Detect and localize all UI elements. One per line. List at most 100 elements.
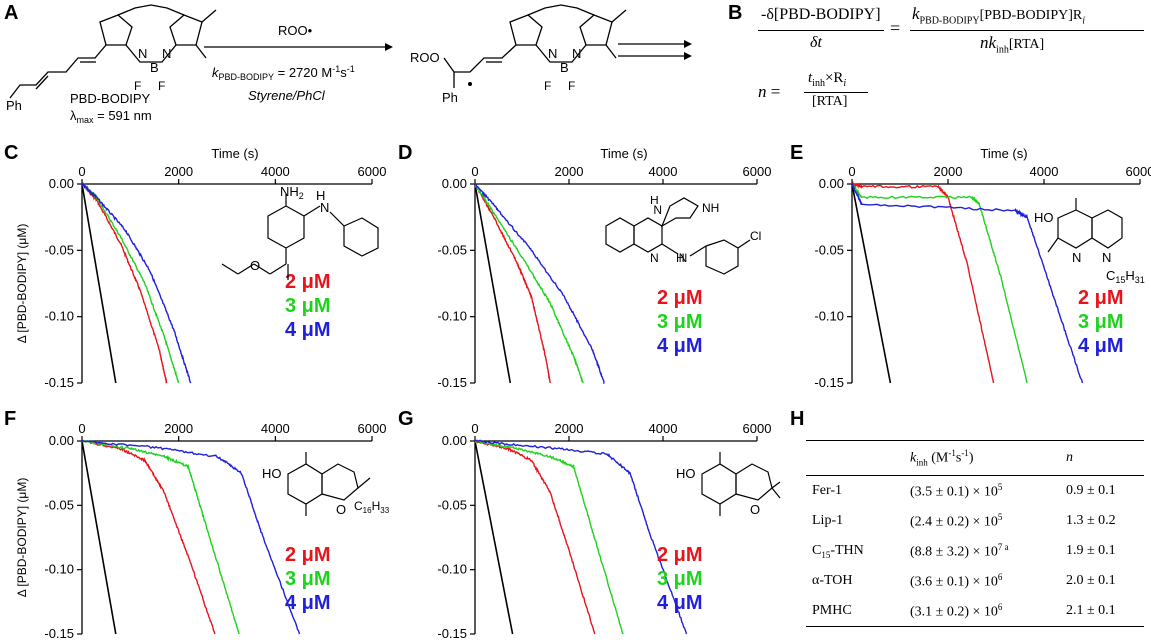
series-line-3M — [81, 439, 240, 635]
concentration-label: 4 μM — [657, 592, 703, 614]
kinh-cell: (3.5 ± 0.1) × 105 — [910, 481, 1003, 500]
y-tick-label: -0.15 — [437, 375, 467, 390]
y-tick-label: -0.10 — [814, 309, 844, 324]
compound-name-cell: Fer-1 — [812, 483, 843, 498]
ho-label: HO — [676, 466, 696, 481]
x-tick-label: 4000 — [649, 421, 678, 436]
series-line-3M — [81, 182, 180, 384]
y-tick-label: -0.05 — [44, 242, 74, 257]
series-line-3M — [474, 439, 624, 635]
n-label: N — [320, 200, 329, 215]
y-tick-label: -0.10 — [437, 562, 467, 577]
phenyl-label: Ph — [6, 98, 22, 113]
y-tick-label: -0.15 — [44, 375, 74, 390]
panel-label-b: B — [728, 2, 743, 24]
x-tick-label: 6000 — [743, 164, 772, 179]
x-tick-label: 6000 — [1126, 164, 1151, 179]
y-tick-label: 0.00 — [442, 176, 467, 191]
concentration-label: 4 μM — [285, 319, 331, 341]
x-tick-label: 4000 — [1030, 164, 1059, 179]
concentration-label: 2 μM — [285, 544, 331, 566]
o-label: O — [250, 258, 260, 273]
y-tick-label: 0.00 — [819, 176, 844, 191]
atom-n-left-product: N — [548, 46, 557, 61]
concentration-label: 2 μM — [657, 544, 703, 566]
x-tick-label: 0 — [471, 421, 478, 436]
atom-b: B — [150, 60, 159, 75]
y-tick-label: -0.05 — [437, 242, 467, 257]
kinh-cell: (3.1 ± 0.2) × 106 — [904, 596, 1060, 627]
reagent-label: ROO• — [278, 23, 313, 38]
atom-n-left: N — [138, 46, 147, 61]
atom-f-left: F — [134, 79, 141, 93]
o-label: O — [336, 502, 346, 517]
table-row: Lip-1 (2.4 ± 0.2) × 105 1.3 ± 0.2 — [806, 506, 1144, 536]
col-n-header: n — [1060, 440, 1144, 476]
y-tick-label: -0.10 — [44, 562, 74, 577]
chart-panel-f: 0 2000 4000 6000 0.00 -0.05 -0.10 -0.15 Δ [PBD-B… — [15, 421, 386, 641]
atom-n-right: N — [162, 46, 171, 61]
x-tick-label: 2000 — [164, 164, 193, 179]
panel-label-h: H — [790, 408, 805, 430]
chart-panel-g: 0 2000 4000 6000 0.00 -0.05 -0.10 -0.15 2 μM3 μM… — [437, 421, 771, 641]
x-tick-label: 2000 — [934, 164, 963, 179]
atom-f-right-product: F — [568, 79, 575, 93]
inhibition-table: kinh (M-1s-1) n Fer-1 (3.5 ± 0.1) × 105 0.… — [806, 440, 1144, 627]
lambda-max: λmax = 591 nm — [70, 108, 152, 125]
cl-label: Cl — [750, 229, 761, 243]
col-kinh-header: kinh (M-1s-1) — [904, 440, 1060, 476]
n-cell: 2.0 ± 0.1 — [1066, 573, 1116, 588]
series-line-control — [81, 440, 117, 635]
rate-constant: kPBD-BODIPY = 2720 M-1s-1 — [212, 64, 355, 82]
concentration-label: 2 μM — [285, 271, 331, 293]
series-line-control — [474, 183, 512, 384]
panel-label-c: C — [4, 142, 19, 164]
x-tick-label: 0 — [848, 164, 855, 179]
series-line-4M — [474, 182, 605, 385]
panel-label-e: E — [790, 142, 804, 164]
nh-top-label: NH — [650, 196, 662, 217]
eq1-rhs-numerator: kPBD-BODIPY[PBD-BODIPY]Ri — [912, 4, 1086, 27]
series-line-4M — [81, 181, 192, 384]
y-tick-label: -0.15 — [814, 375, 844, 390]
nh-piperidine-label: NH — [702, 201, 719, 215]
x-axis-label: Time (s) — [211, 146, 258, 161]
table-row: α-TOH (3.6 ± 0.1) × 106 2.0 ± 0.1 — [806, 566, 1144, 596]
concentration-label: 3 μM — [285, 568, 331, 590]
arrow-head — [385, 43, 393, 51]
n-alkyl-label: N — [1102, 250, 1111, 265]
x-axis-label: Time (s) — [600, 146, 647, 161]
roo-label: ROO — [410, 50, 440, 65]
concentration-label: 3 μM — [285, 295, 331, 317]
panel-label-g: G — [398, 408, 414, 430]
x-tick-label: 0 — [78, 164, 85, 179]
pbd-bodipy-structure — [9, 4, 217, 99]
n-cell: 1.9 ± 0.1 — [1066, 543, 1116, 558]
y-axis-label: Δ [PBD-BODIPY] (μM) — [15, 478, 29, 598]
series-line-control — [851, 183, 892, 384]
panel-label-d: D — [398, 142, 413, 164]
series-line-control — [474, 440, 514, 635]
kinh-cell: (3.6 ± 0.1) × 106 — [910, 571, 1003, 590]
x-tick-label: 2000 — [555, 164, 584, 179]
concentration-label: 2 μM — [1078, 287, 1124, 309]
series-line-4M — [851, 183, 1084, 384]
series-line-3M — [851, 184, 1028, 384]
x-tick-label: 6000 — [358, 164, 387, 179]
concentration-label: 3 μM — [657, 311, 703, 333]
x-tick-label: 2000 — [555, 421, 584, 436]
y-tick-label: -0.15 — [437, 626, 467, 641]
compound-name-cell: α-TOH — [812, 573, 853, 588]
o-label: O — [750, 502, 760, 517]
series-line-2M — [474, 183, 551, 384]
chart-panel-e: 0 2000 4000 6000 0.00 -0.05 -0.10 -0.15 Time (s)… — [814, 146, 1151, 390]
n-bottom-label: N — [650, 251, 659, 265]
atom-n-right-product: N — [572, 46, 581, 61]
n-cell: 2.1 ± 0.1 — [1060, 596, 1144, 627]
x-tick-label: 2000 — [164, 421, 193, 436]
series-line-3M — [474, 182, 584, 384]
y-tick-label: -0.10 — [437, 309, 467, 324]
x-tick-label: 0 — [78, 421, 85, 436]
kinh-cell: (8.8 ± 3.2) × 107 a — [910, 541, 1009, 560]
molecule-e: HO N N C15H31 — [1034, 198, 1145, 285]
